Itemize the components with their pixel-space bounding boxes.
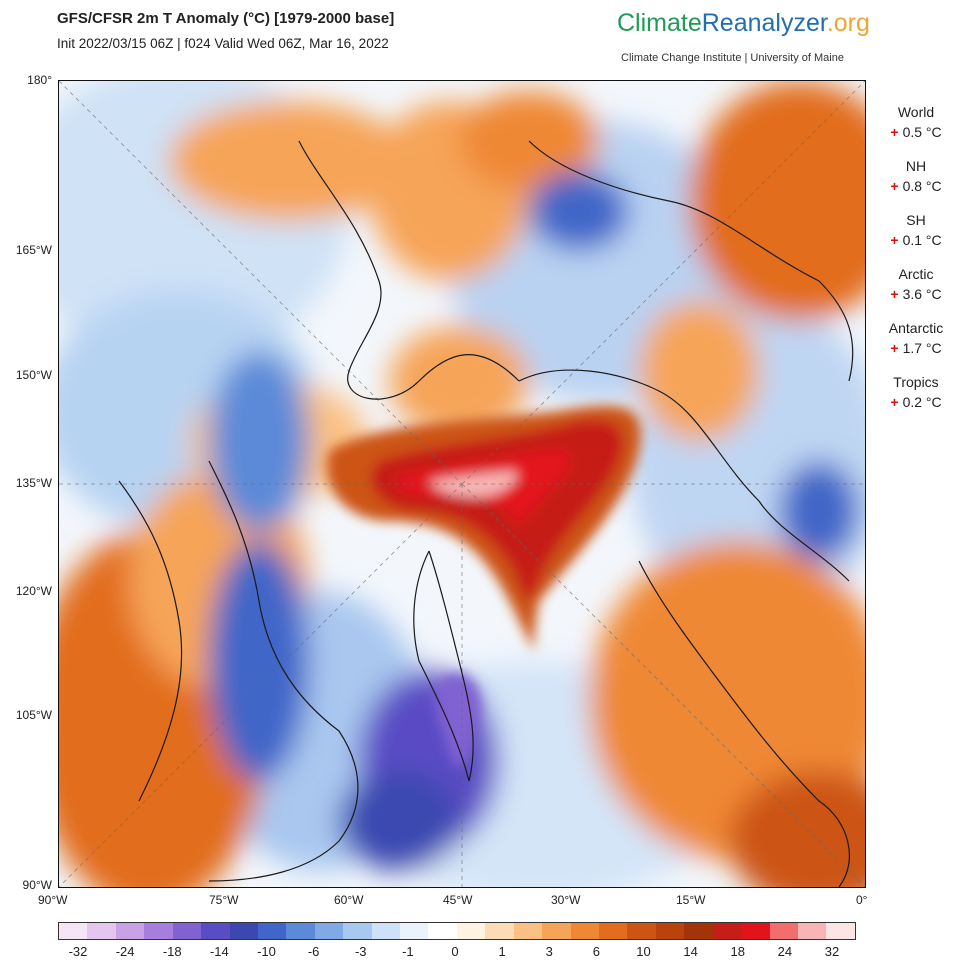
colorbar-swatch [400,923,429,939]
lat-label-180: 180° [27,73,52,87]
colorbar-swatch [257,923,287,939]
colorbar-label: -1 [402,944,414,959]
colorbar-swatch [513,923,543,939]
colorbar-swatch [87,923,116,939]
colorbar-swatch [172,923,202,939]
lon-label-90w: 90°W [38,893,68,907]
lon-label-45w: 45°W [443,893,473,907]
colorbar-swatch [343,923,372,939]
colorbar-swatch [712,923,742,939]
colorbar-swatch [570,923,600,939]
colorbar-label: 3 [545,944,553,959]
colorbar-label: -3 [354,944,367,959]
colorbar-label: 0 [451,944,459,959]
colorbar-swatch [59,923,88,939]
colorbar-swatch [542,923,571,939]
lon-label-15w: 15°W [676,893,706,907]
lon-label-60w: 60°W [334,893,364,907]
stat-antarctic: Antarctic +1.7 °C [888,320,944,356]
colorbar-swatch [371,923,401,939]
colorbar-swatch [144,923,173,939]
colorbar-label: -6 [307,944,320,959]
lat-label-105w: 105°W [15,708,52,722]
lat-label-165w: 165°W [15,243,52,257]
colorbar-label: -24 [115,944,135,959]
map-subtitle: Init 2022/03/15 06Z | f024 Valid Wed 06Z… [57,36,389,51]
colorbar-label: 24 [777,944,793,959]
colorbar-label: 18 [730,944,745,959]
colorbar-label: -18 [162,944,182,959]
colorbar-swatch [314,923,344,939]
colorbar-swatch [428,923,457,939]
colorbar-label: -14 [209,944,229,959]
stat-sh: SH +0.1 °C [890,212,942,248]
colorbar-label: 10 [636,944,651,959]
colorbar-label: -32 [68,944,88,959]
regional-stats-panel: World +0.5 °C NH +0.8 °C SH +0.1 °C Arct… [870,104,962,428]
stat-world: World +0.5 °C [890,104,942,140]
anomaly-map [58,80,866,888]
map-title: GFS/CFSR 2m T Anomaly (°C) [1979-2000 ba… [57,10,395,27]
colorbar-label: 32 [824,944,840,959]
lat-label-150w: 150°W [15,368,52,382]
stat-tropics: Tropics +0.2 °C [890,374,942,410]
colorbar-swatch [741,923,770,939]
lon-label-0: 0° [856,893,868,907]
colorbar-swatch [797,923,827,939]
colorbar-swatch [655,923,685,939]
anomaly-field [59,81,865,887]
brand-tagline: Climate Change Institute | University of… [621,52,844,64]
lat-label-135w: 135°W [15,476,52,490]
colorbar-swatch [826,923,855,939]
colorbar-label: 6 [592,944,600,959]
lat-label-90w: 90°W [22,878,52,892]
colorbar-label: 1 [498,944,506,959]
colorbar-swatch [115,923,145,939]
colorbar-swatch [627,923,656,939]
colorbar-swatch [456,923,486,939]
stat-arctic: Arctic +3.6 °C [890,266,942,302]
colorbar-label: -10 [257,944,276,959]
colorbar-swatch [485,923,514,939]
lat-label-120w: 120°W [15,584,52,598]
lon-label-75w: 75°W [209,893,239,907]
brand-logo[interactable]: ClimateReanalyzer.org [617,9,870,37]
colorbar-swatch [229,923,258,939]
colorbar-swatch [684,923,713,939]
colorbar-swatch [769,923,798,939]
colorbar-swatch [286,923,315,939]
lon-label-30w: 30°W [551,893,581,907]
colorbar [58,922,856,940]
stat-nh: NH +0.8 °C [890,158,942,194]
colorbar-swatch [599,923,628,939]
colorbar-label: 14 [683,944,698,959]
colorbar-swatch [201,923,230,939]
